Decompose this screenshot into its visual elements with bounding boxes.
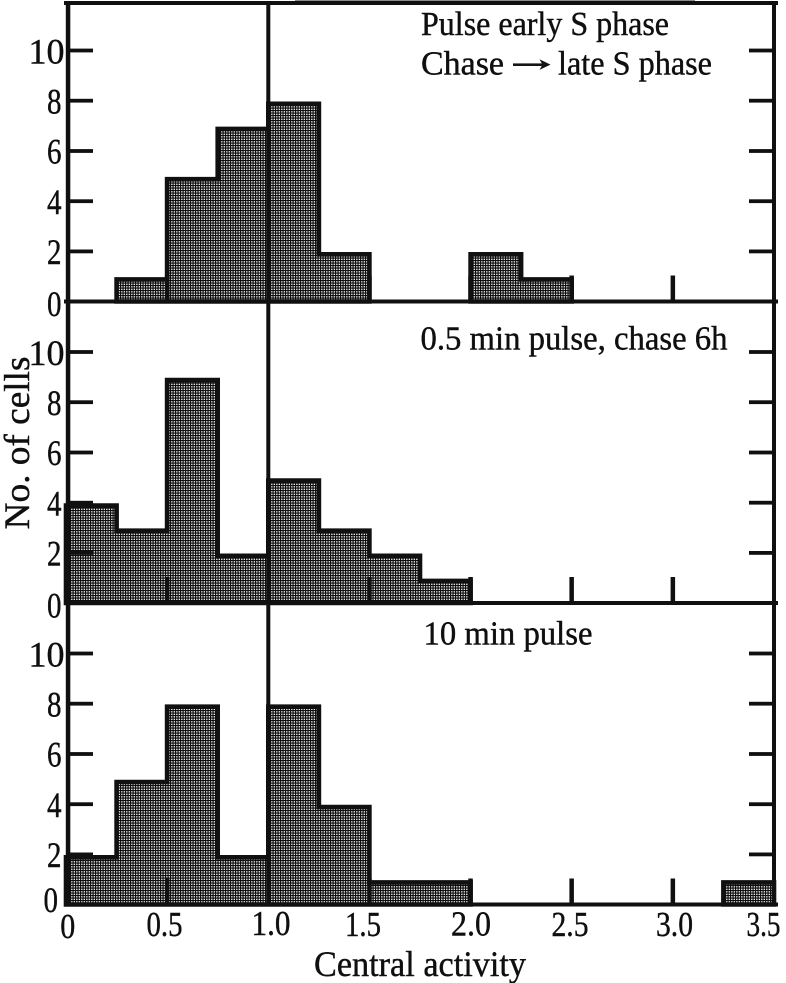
svg-text:3.0: 3.0 (656, 905, 693, 944)
svg-text:2: 2 (47, 835, 62, 875)
svg-text:0: 0 (47, 586, 62, 626)
svg-text:0.5: 0.5 (147, 905, 183, 944)
svg-text:0.5 min pulse, chase 6h: 0.5 min pulse, chase 6h (421, 321, 728, 358)
svg-text:4: 4 (47, 483, 62, 523)
svg-text:8: 8 (47, 383, 62, 423)
svg-text:0: 0 (47, 284, 62, 324)
svg-text:Pulse early S phase: Pulse early S phase (421, 6, 669, 43)
svg-text:10: 10 (29, 333, 65, 373)
svg-text:2.5: 2.5 (552, 905, 589, 944)
svg-text:8: 8 (47, 684, 62, 724)
svg-text:4: 4 (47, 182, 62, 222)
svg-text:0: 0 (44, 880, 59, 920)
svg-text:Chase: Chase (421, 45, 504, 82)
svg-text:6: 6 (47, 433, 62, 473)
svg-text:2: 2 (47, 534, 62, 574)
svg-text:1.5: 1.5 (345, 905, 381, 944)
svg-text:0: 0 (60, 907, 75, 946)
svg-text:late S phase: late S phase (558, 45, 712, 82)
svg-text:10 min pulse: 10 min pulse (424, 616, 593, 653)
svg-text:Central activity: Central activity (314, 944, 526, 983)
svg-text:6: 6 (47, 735, 62, 775)
svg-text:10: 10 (29, 634, 65, 674)
svg-text:1.0: 1.0 (252, 904, 291, 943)
svg-text:2: 2 (47, 232, 62, 272)
svg-text:3.5: 3.5 (747, 905, 781, 944)
svg-text:4: 4 (47, 785, 62, 825)
svg-text:No. of cells: No. of cells (0, 357, 37, 530)
svg-text:2.0: 2.0 (451, 905, 491, 944)
svg-text:10: 10 (29, 31, 65, 71)
svg-text:8: 8 (47, 81, 62, 121)
svg-text:6: 6 (47, 132, 62, 172)
